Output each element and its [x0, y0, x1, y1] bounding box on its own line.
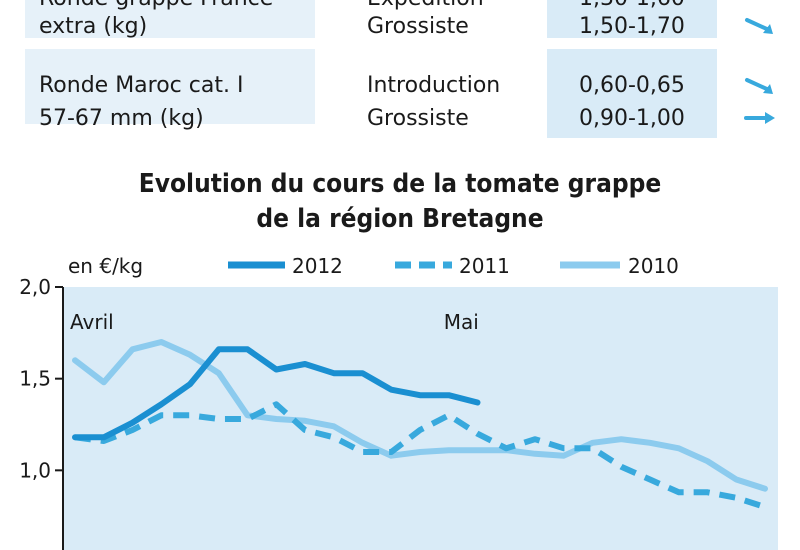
series-line-2010: [72, 339, 768, 492]
price-line2: 1,50-1,70: [579, 14, 685, 39]
product-line1: Ronde grappe France: [39, 0, 273, 14]
row-divider: [25, 38, 800, 49]
y-tick-label: 2,0: [19, 275, 51, 299]
x-period-label: Avril: [70, 310, 114, 334]
series-line-2011: [74, 401, 766, 510]
table-row: Ronde Maroc cat. I 57-67 mm (kg) Introdu…: [25, 49, 800, 131]
down-arrow-icon: [745, 78, 773, 94]
chart-title-line1: Evolution du cours de la tomate grappe: [138, 169, 662, 199]
price-column-bg: [547, 0, 717, 138]
legend-label-2011: 2011: [459, 254, 510, 278]
row-background: [25, 0, 315, 38]
product-line2: 57-67 mm (kg): [39, 106, 204, 131]
y-axis-label: en €/kg: [68, 254, 143, 278]
stage-line1: Introduction: [367, 73, 501, 98]
price-line1: 1,30-1,60: [579, 0, 685, 14]
legend-label-2012: 2012: [292, 254, 343, 278]
product-line1: Ronde Maroc cat. I: [39, 73, 244, 98]
x-period-label: Mai: [444, 310, 479, 334]
series-line-2012: [72, 346, 481, 441]
stage-line2: Grossiste: [367, 106, 469, 131]
row-background: [25, 49, 315, 124]
plot-background: [63, 287, 778, 550]
price-table: Ronde grappe France extra (kg) Expéditio…: [25, 0, 800, 138]
price-line2: 0,90-1,00: [579, 106, 685, 131]
price-line1: 0,60-0,65: [579, 73, 685, 98]
y-tick-label: 1,0: [19, 458, 51, 482]
product-line2: extra (kg): [39, 14, 148, 39]
legend-label-2010: 2010: [628, 254, 679, 278]
y-tick-label: 1,5: [19, 367, 51, 391]
stage-line2: Grossiste: [367, 14, 469, 39]
down-arrow-icon: [745, 18, 773, 34]
stage-line1: Expédition: [367, 0, 484, 14]
chart-title-line2: de la région Bretagne: [256, 204, 544, 234]
right-arrow-icon: [744, 112, 775, 124]
table-row: Ronde grappe France extra (kg) Expéditio…: [25, 0, 800, 39]
